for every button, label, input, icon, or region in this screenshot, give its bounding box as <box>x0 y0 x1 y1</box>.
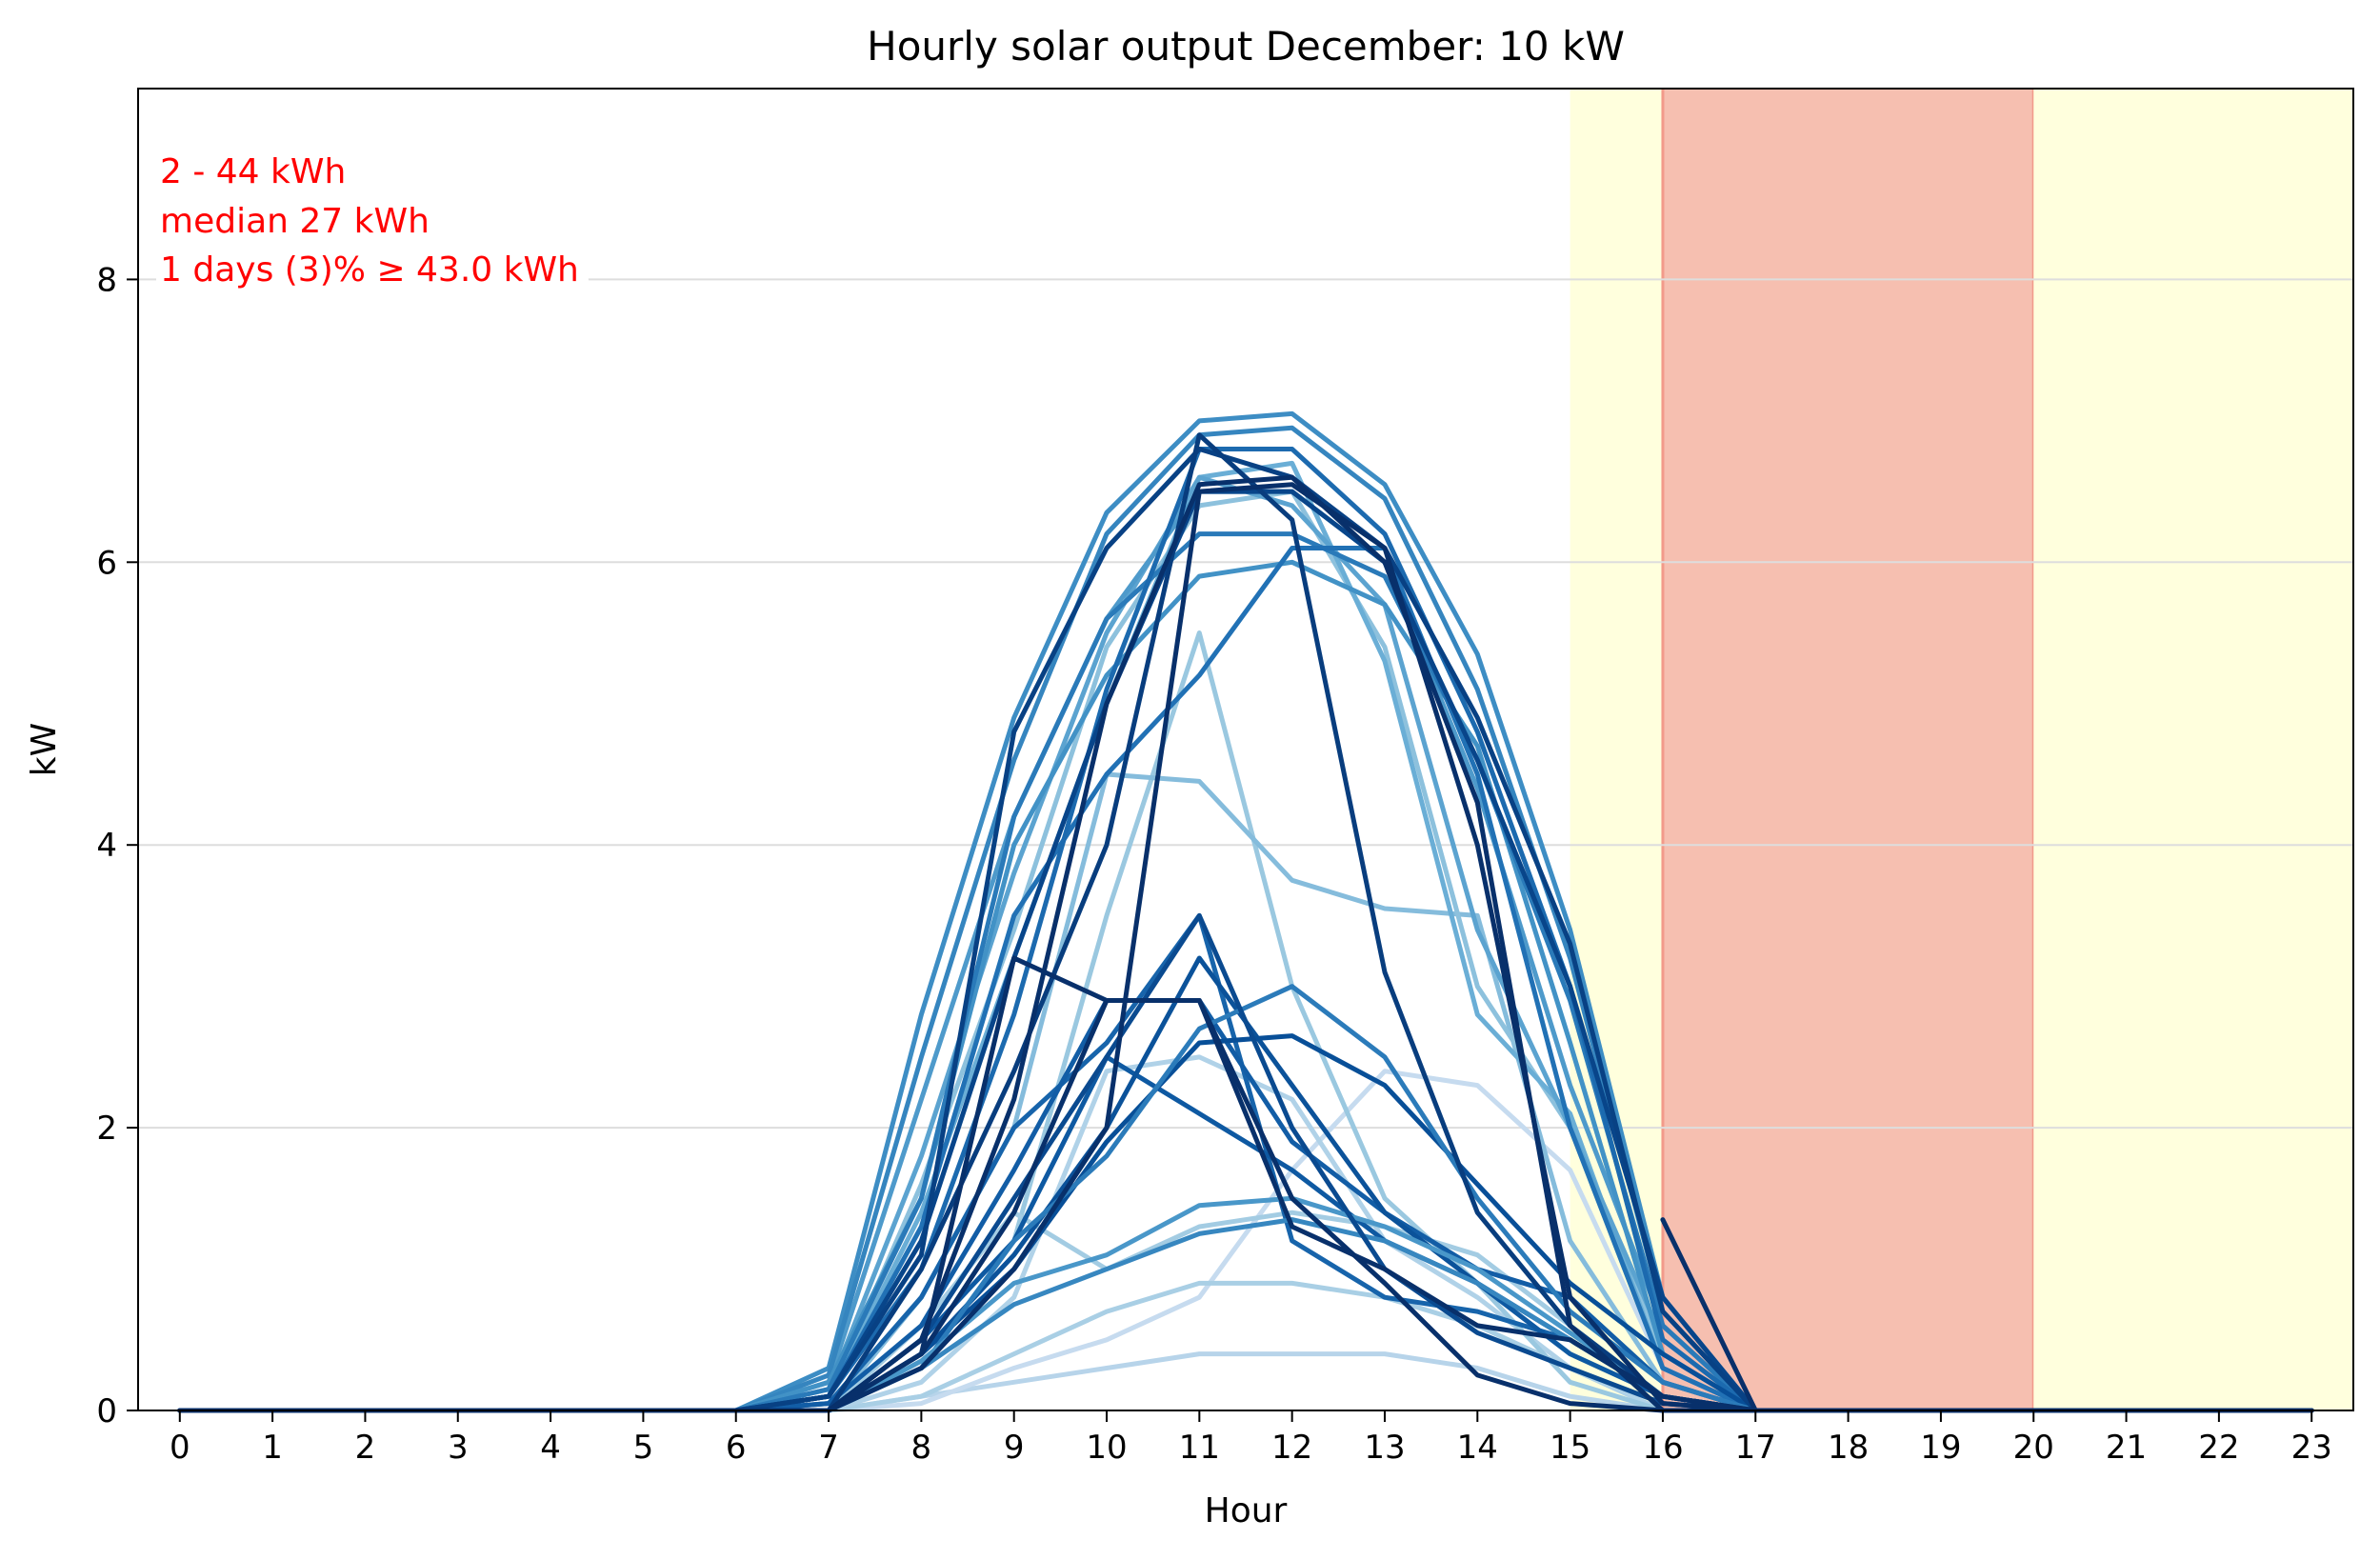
band-shoulder-2 <box>2033 89 2353 1410</box>
x-tick-label-15: 15 <box>1550 1429 1590 1467</box>
x-tick-label-12: 12 <box>1271 1429 1312 1467</box>
plot-frame <box>137 88 2354 1411</box>
band-peak-1 <box>1662 89 2034 1410</box>
x-tick-label-9: 9 <box>1004 1429 1025 1467</box>
x-axis-title: Hour <box>1205 1491 1288 1530</box>
x-tick-label-6: 6 <box>726 1429 747 1467</box>
annotation-median: median 27 kWh <box>160 202 430 241</box>
x-tick-label-10: 10 <box>1086 1429 1127 1467</box>
y-tick-label-6: 6 <box>96 544 117 582</box>
x-tick-label-7: 7 <box>818 1429 839 1467</box>
x-axis-ticks: 0 1 2 3 4 5 6 7 8 9 10 11 12 13 14 15 16 17 18 19 20 21 22 23 <box>170 1410 2332 1467</box>
x-tick-label-17: 17 <box>1735 1429 1776 1467</box>
x-tick-label-16: 16 <box>1642 1429 1683 1467</box>
x-tick-label-14: 14 <box>1457 1429 1498 1467</box>
x-tick-label-2: 2 <box>355 1429 376 1467</box>
x-tick-label-0: 0 <box>170 1429 190 1467</box>
y-tick-label-8: 8 <box>96 261 117 299</box>
x-tick-label-18: 18 <box>1828 1429 1869 1467</box>
x-tick-label-22: 22 <box>2198 1429 2239 1467</box>
annotation-range: 2 - 44 kWh <box>160 152 346 191</box>
y-axis-ticks: 0 2 4 6 8 <box>96 261 138 1430</box>
y-axis-title: kW <box>25 723 64 776</box>
x-tick-label-1: 1 <box>262 1429 283 1467</box>
series-line-33 <box>1660 1217 1758 1413</box>
annotation-high-days: 1 days (3)% ≥ 43.0 kWh <box>160 250 579 290</box>
x-tick-label-23: 23 <box>2291 1429 2332 1467</box>
y-tick-label-0: 0 <box>96 1392 117 1430</box>
x-tick-label-13: 13 <box>1364 1429 1405 1467</box>
x-tick-label-3: 3 <box>448 1429 469 1467</box>
summary-annotations: 2 - 44 kWh median 27 kWh 1 days (3)% ≥ 4… <box>156 152 589 290</box>
annotation-backing <box>156 250 589 290</box>
x-tick-label-8: 8 <box>911 1429 932 1467</box>
x-tick-label-4: 4 <box>540 1429 561 1467</box>
time-of-use-bands <box>1570 89 2353 1410</box>
x-tick-label-21: 21 <box>2106 1429 2147 1467</box>
y-tick-label-4: 4 <box>96 827 117 865</box>
chart-title: Hourly solar output December: 10 kW <box>867 23 1625 70</box>
y-tick-label-2: 2 <box>96 1110 117 1148</box>
x-tick-label-19: 19 <box>1920 1429 1961 1467</box>
x-tick-label-5: 5 <box>633 1429 654 1467</box>
x-tick-label-11: 11 <box>1179 1429 1220 1467</box>
x-tick-label-20: 20 <box>2013 1429 2054 1467</box>
band-shoulder-0 <box>1570 89 1663 1410</box>
